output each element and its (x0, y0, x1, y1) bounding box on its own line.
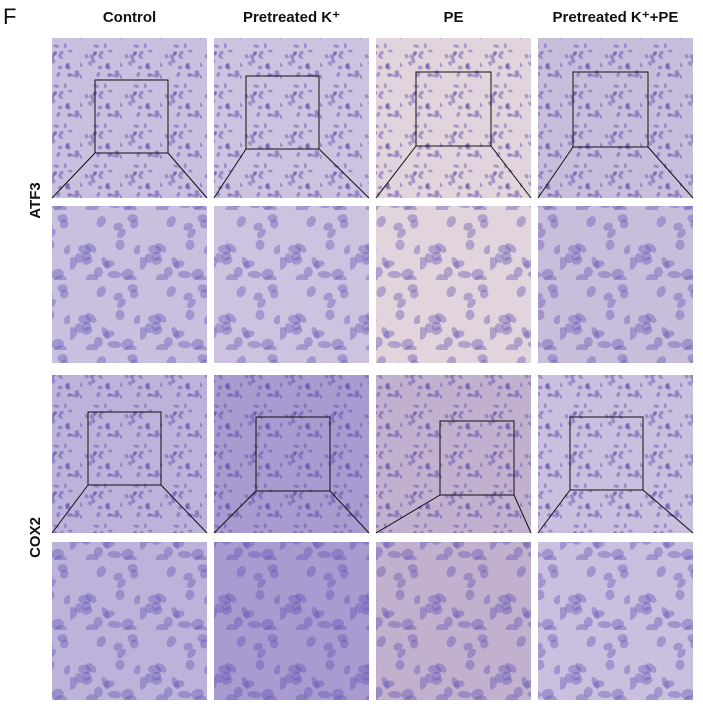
column-header: Control (103, 9, 156, 26)
zoom-connector (647, 146, 694, 199)
zoom-box (94, 79, 169, 154)
overview-cells (376, 375, 531, 533)
column-header: PE (443, 9, 463, 26)
overview-cells (376, 38, 531, 198)
zoom-box (439, 420, 515, 496)
zoom-cells (214, 206, 369, 363)
zoom-connector (329, 490, 370, 534)
zoom-connector (160, 484, 208, 534)
row-label: COX2 (27, 517, 44, 558)
zoom-box (572, 71, 649, 148)
overview-cells (538, 38, 693, 198)
zoom-box (255, 416, 331, 492)
zoom-connector (537, 489, 571, 534)
row-label: ATF3 (27, 182, 44, 218)
zoom-cells (376, 206, 531, 363)
zoom-connector (642, 489, 694, 534)
zoom-box (245, 75, 320, 150)
zoom-connector (537, 146, 574, 199)
zoom-connector (213, 148, 247, 199)
zoom-cells (376, 542, 531, 700)
zoom-cells (538, 206, 693, 363)
zoom-connector (513, 494, 532, 534)
zoom-box (569, 416, 644, 491)
zoom-connector (213, 490, 257, 534)
column-header: Pretreated K⁺ (243, 9, 340, 26)
zoom-cells (538, 542, 693, 700)
zoom-box (415, 71, 492, 147)
overview-cells (214, 38, 369, 198)
zoom-connector (51, 152, 96, 199)
zoom-connector (490, 145, 532, 199)
zoom-box (87, 411, 162, 486)
column-header: Pretreated K⁺+PE (553, 9, 679, 26)
panel-label: F (3, 4, 16, 29)
zoom-connector (167, 152, 208, 199)
zoom-cells (214, 542, 369, 700)
zoom-cells (52, 542, 207, 700)
zoom-connector (375, 494, 441, 534)
overview-cells (538, 375, 693, 533)
zoom-connector (51, 484, 89, 534)
zoom-connector (375, 145, 417, 199)
zoom-connector (318, 148, 370, 199)
zoom-cells (52, 206, 207, 363)
